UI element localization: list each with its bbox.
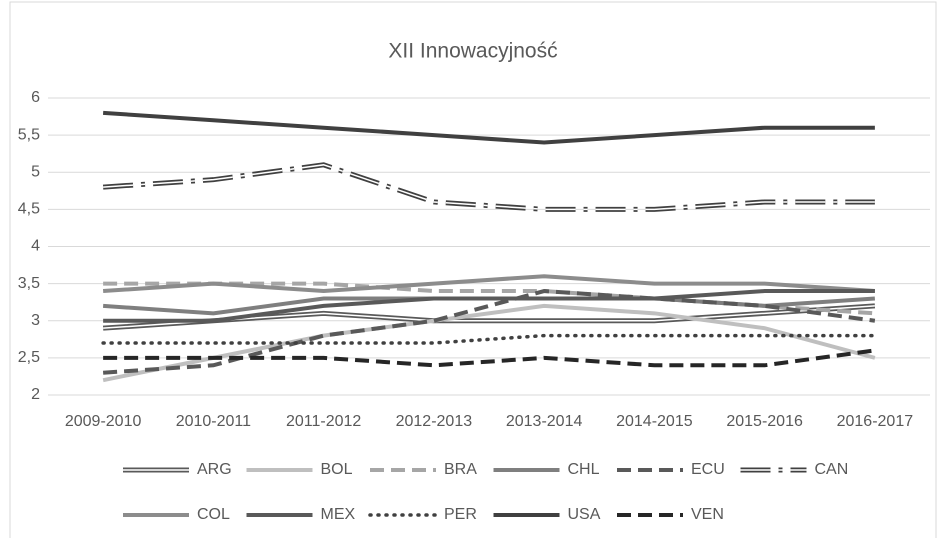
y-tick-label: 5,5 bbox=[18, 126, 40, 143]
legend-label: MEX bbox=[321, 506, 356, 523]
chart-title: XII Innowacyjność bbox=[388, 40, 557, 63]
series-line bbox=[102, 274, 876, 294]
series-line-inner bbox=[103, 164, 875, 211]
legend-label: VEN bbox=[691, 506, 724, 523]
legend-label: ECU bbox=[691, 461, 725, 478]
series-line bbox=[103, 348, 876, 368]
x-tick-label: 2015-2016 bbox=[726, 413, 803, 430]
y-tick-label: 3 bbox=[31, 312, 40, 329]
chart-border bbox=[9, 1, 937, 543]
legend-label: ARG bbox=[197, 461, 232, 478]
y-tick-label: 2,5 bbox=[18, 349, 40, 366]
legend-label: COL bbox=[197, 506, 230, 523]
legend-label: CHL bbox=[568, 461, 600, 478]
series-line bbox=[101, 333, 877, 345]
x-tick-label: 2011-2012 bbox=[286, 413, 361, 430]
x-tick-label: 2013-2014 bbox=[506, 413, 583, 430]
series-line bbox=[102, 289, 876, 375]
x-tick-label: 2012-2013 bbox=[396, 413, 473, 430]
y-tick-label: 3,5 bbox=[18, 275, 40, 292]
legend-label: BRA bbox=[444, 461, 477, 478]
x-tick-label: 2009-2010 bbox=[65, 413, 142, 430]
legend-label: BOL bbox=[321, 461, 353, 478]
y-tick-label: 6 bbox=[31, 89, 40, 106]
series-line bbox=[102, 110, 875, 145]
y-tick-label: 4 bbox=[31, 238, 40, 255]
y-tick-label: 2 bbox=[31, 386, 40, 403]
x-tick-label: 2010-2011 bbox=[176, 413, 251, 430]
legend-label: PER bbox=[444, 506, 477, 523]
x-tick-label: 2016-2017 bbox=[837, 413, 914, 430]
y-tick-label: 5 bbox=[31, 163, 40, 180]
legend-label: USA bbox=[568, 506, 601, 523]
y-tick-label: 4,5 bbox=[18, 201, 40, 218]
x-tick-label: 2014-2015 bbox=[616, 413, 693, 430]
series-line bbox=[103, 289, 875, 323]
legend-label: CAN bbox=[815, 461, 849, 478]
series-line bbox=[102, 303, 876, 383]
